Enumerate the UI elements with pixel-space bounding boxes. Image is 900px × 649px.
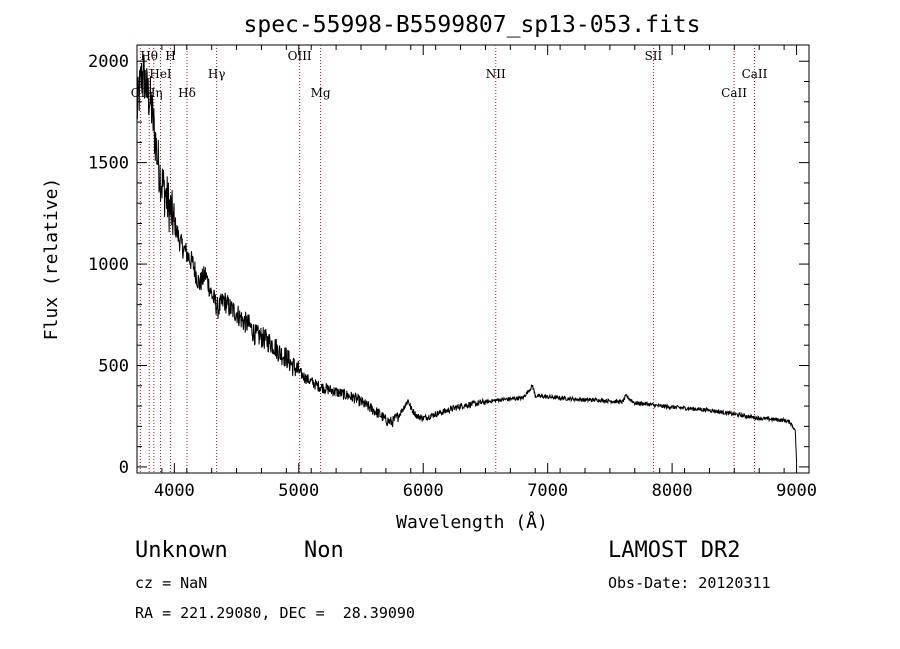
y-tick-label: 0: [119, 458, 129, 478]
line-marker-label: OIII: [288, 49, 312, 63]
coordinates-label: RA = 221.29080, DEC = 28.39090: [135, 604, 415, 622]
line-marker-label: H: [165, 49, 175, 63]
x-tick-label: 4000: [154, 481, 195, 501]
redshift-label: cz = NaN: [135, 574, 208, 592]
x-tick-label: 7000: [527, 481, 568, 501]
line-marker-label: NII: [486, 67, 506, 81]
line-marker-label: Hδ: [178, 86, 196, 100]
spectrum-line: [136, 54, 798, 463]
x-axis-label: Wavelength (Å): [396, 511, 548, 533]
y-tick-label: 500: [98, 356, 129, 376]
line-marker-label: Hθ: [140, 49, 158, 63]
subclass-label: Non: [304, 538, 344, 563]
survey-label: LAMOST DR2: [608, 538, 741, 563]
line-marker-label: HeI: [149, 67, 172, 81]
line-marker-label: CaII: [721, 86, 747, 100]
x-tick-label: 6000: [403, 481, 444, 501]
line-marker-label: Hγ: [208, 67, 226, 81]
x-tick-label: 9000: [776, 481, 817, 501]
y-axis-label: Flux (relative): [41, 178, 62, 341]
class-label: Unknown: [135, 538, 228, 563]
obs-date-label: Obs-Date: 20120311: [608, 574, 771, 592]
x-tick-label: 5000: [278, 481, 319, 501]
y-tick-label: 1000: [88, 255, 129, 275]
line-marker-label: SII: [645, 49, 663, 63]
line-marker-label: Mg: [311, 86, 331, 100]
plot-frame: [136, 44, 810, 474]
axis-ticks: 4000 5000 6000 7000 8000 9000 0 500 1000 1500 2000: [88, 45, 817, 501]
y-tick-label: 2000: [88, 52, 129, 72]
chart-title: spec-55998-B5599807_sp13-053.fits: [244, 12, 701, 38]
y-tick-label: 1500: [88, 154, 129, 174]
line-marker-label: CaII: [742, 67, 768, 81]
line-marker-label: Hη: [145, 86, 163, 100]
x-tick-label: 8000: [652, 481, 693, 501]
